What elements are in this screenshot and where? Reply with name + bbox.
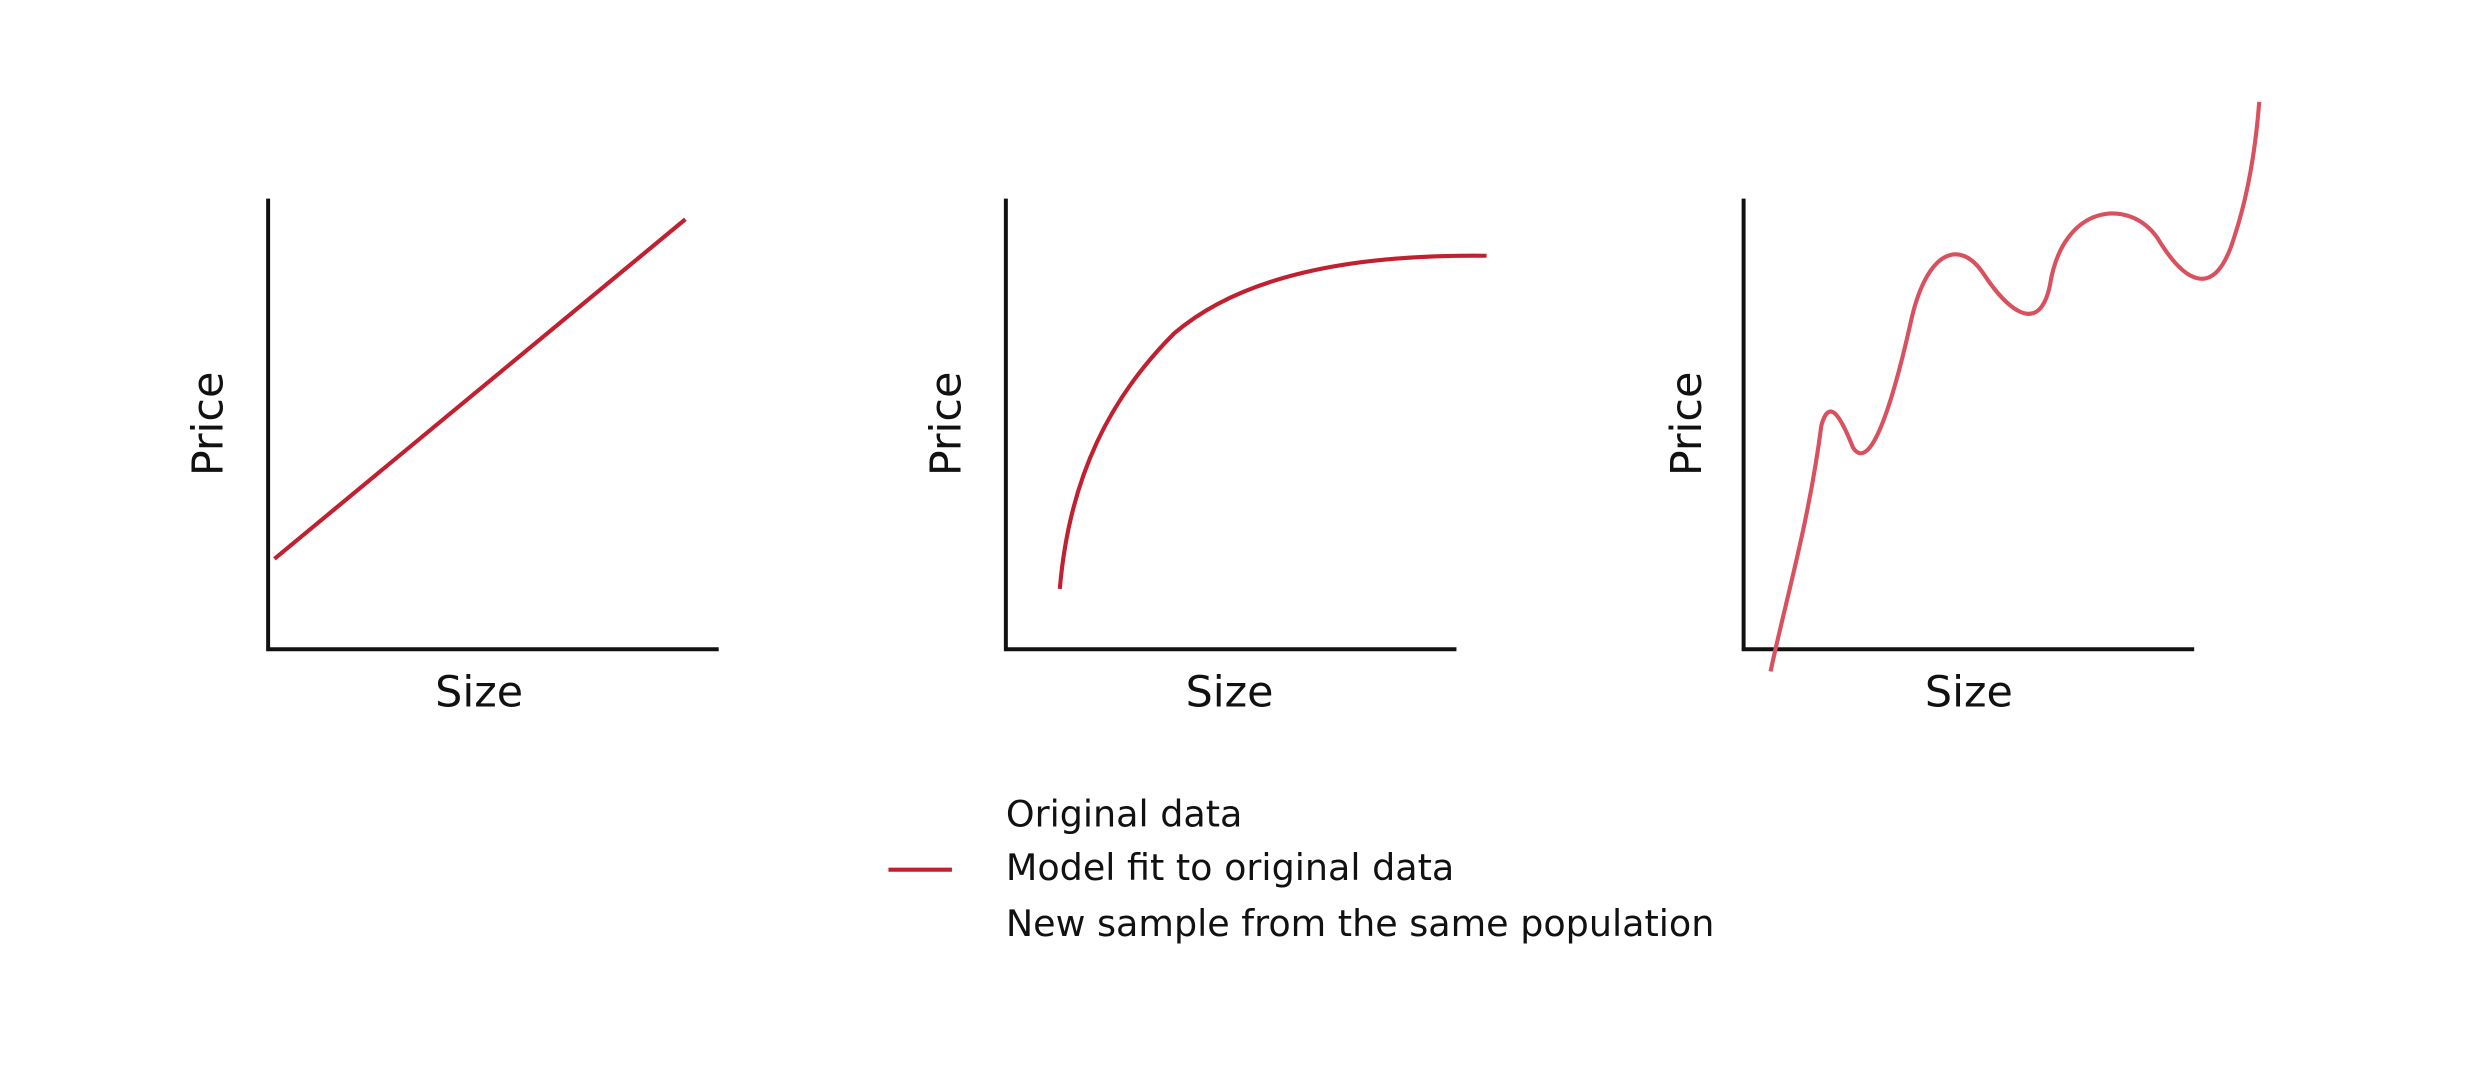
axes <box>1741 198 2195 652</box>
panel-linear: Price Size <box>184 198 719 718</box>
original-points <box>1051 247 1444 570</box>
legend-label: Model fit to original data <box>1006 846 1454 889</box>
axes <box>266 198 719 652</box>
x-axis-label: Size <box>435 668 523 718</box>
x-axis-label: Size <box>1186 668 1274 718</box>
fit-curve <box>1057 253 1487 590</box>
panel-good-fit: Price Size <box>921 198 1487 718</box>
axes <box>1003 198 1457 652</box>
y-axis-label: Price <box>921 372 971 476</box>
legend-label: Original data <box>1006 792 1243 835</box>
legend: Original data Model fit to original data… <box>888 792 1715 945</box>
legend-marker-original <box>909 807 925 824</box>
original-points <box>1789 247 2182 570</box>
new-points <box>1036 255 1452 521</box>
x-axis-label: Size <box>1925 668 2013 718</box>
legend-label: New sample from the same population <box>1006 902 1715 945</box>
legend-marker-new <box>909 917 925 934</box>
panel-overfit: Price Size <box>1662 101 2262 718</box>
original-points <box>314 247 707 570</box>
fit-line <box>273 217 687 561</box>
fit-curve <box>1768 101 2262 672</box>
new-points <box>1772 255 2188 521</box>
y-axis-label: Price <box>184 372 234 476</box>
new-points <box>298 255 714 521</box>
y-axis-label: Price <box>1662 372 1712 476</box>
